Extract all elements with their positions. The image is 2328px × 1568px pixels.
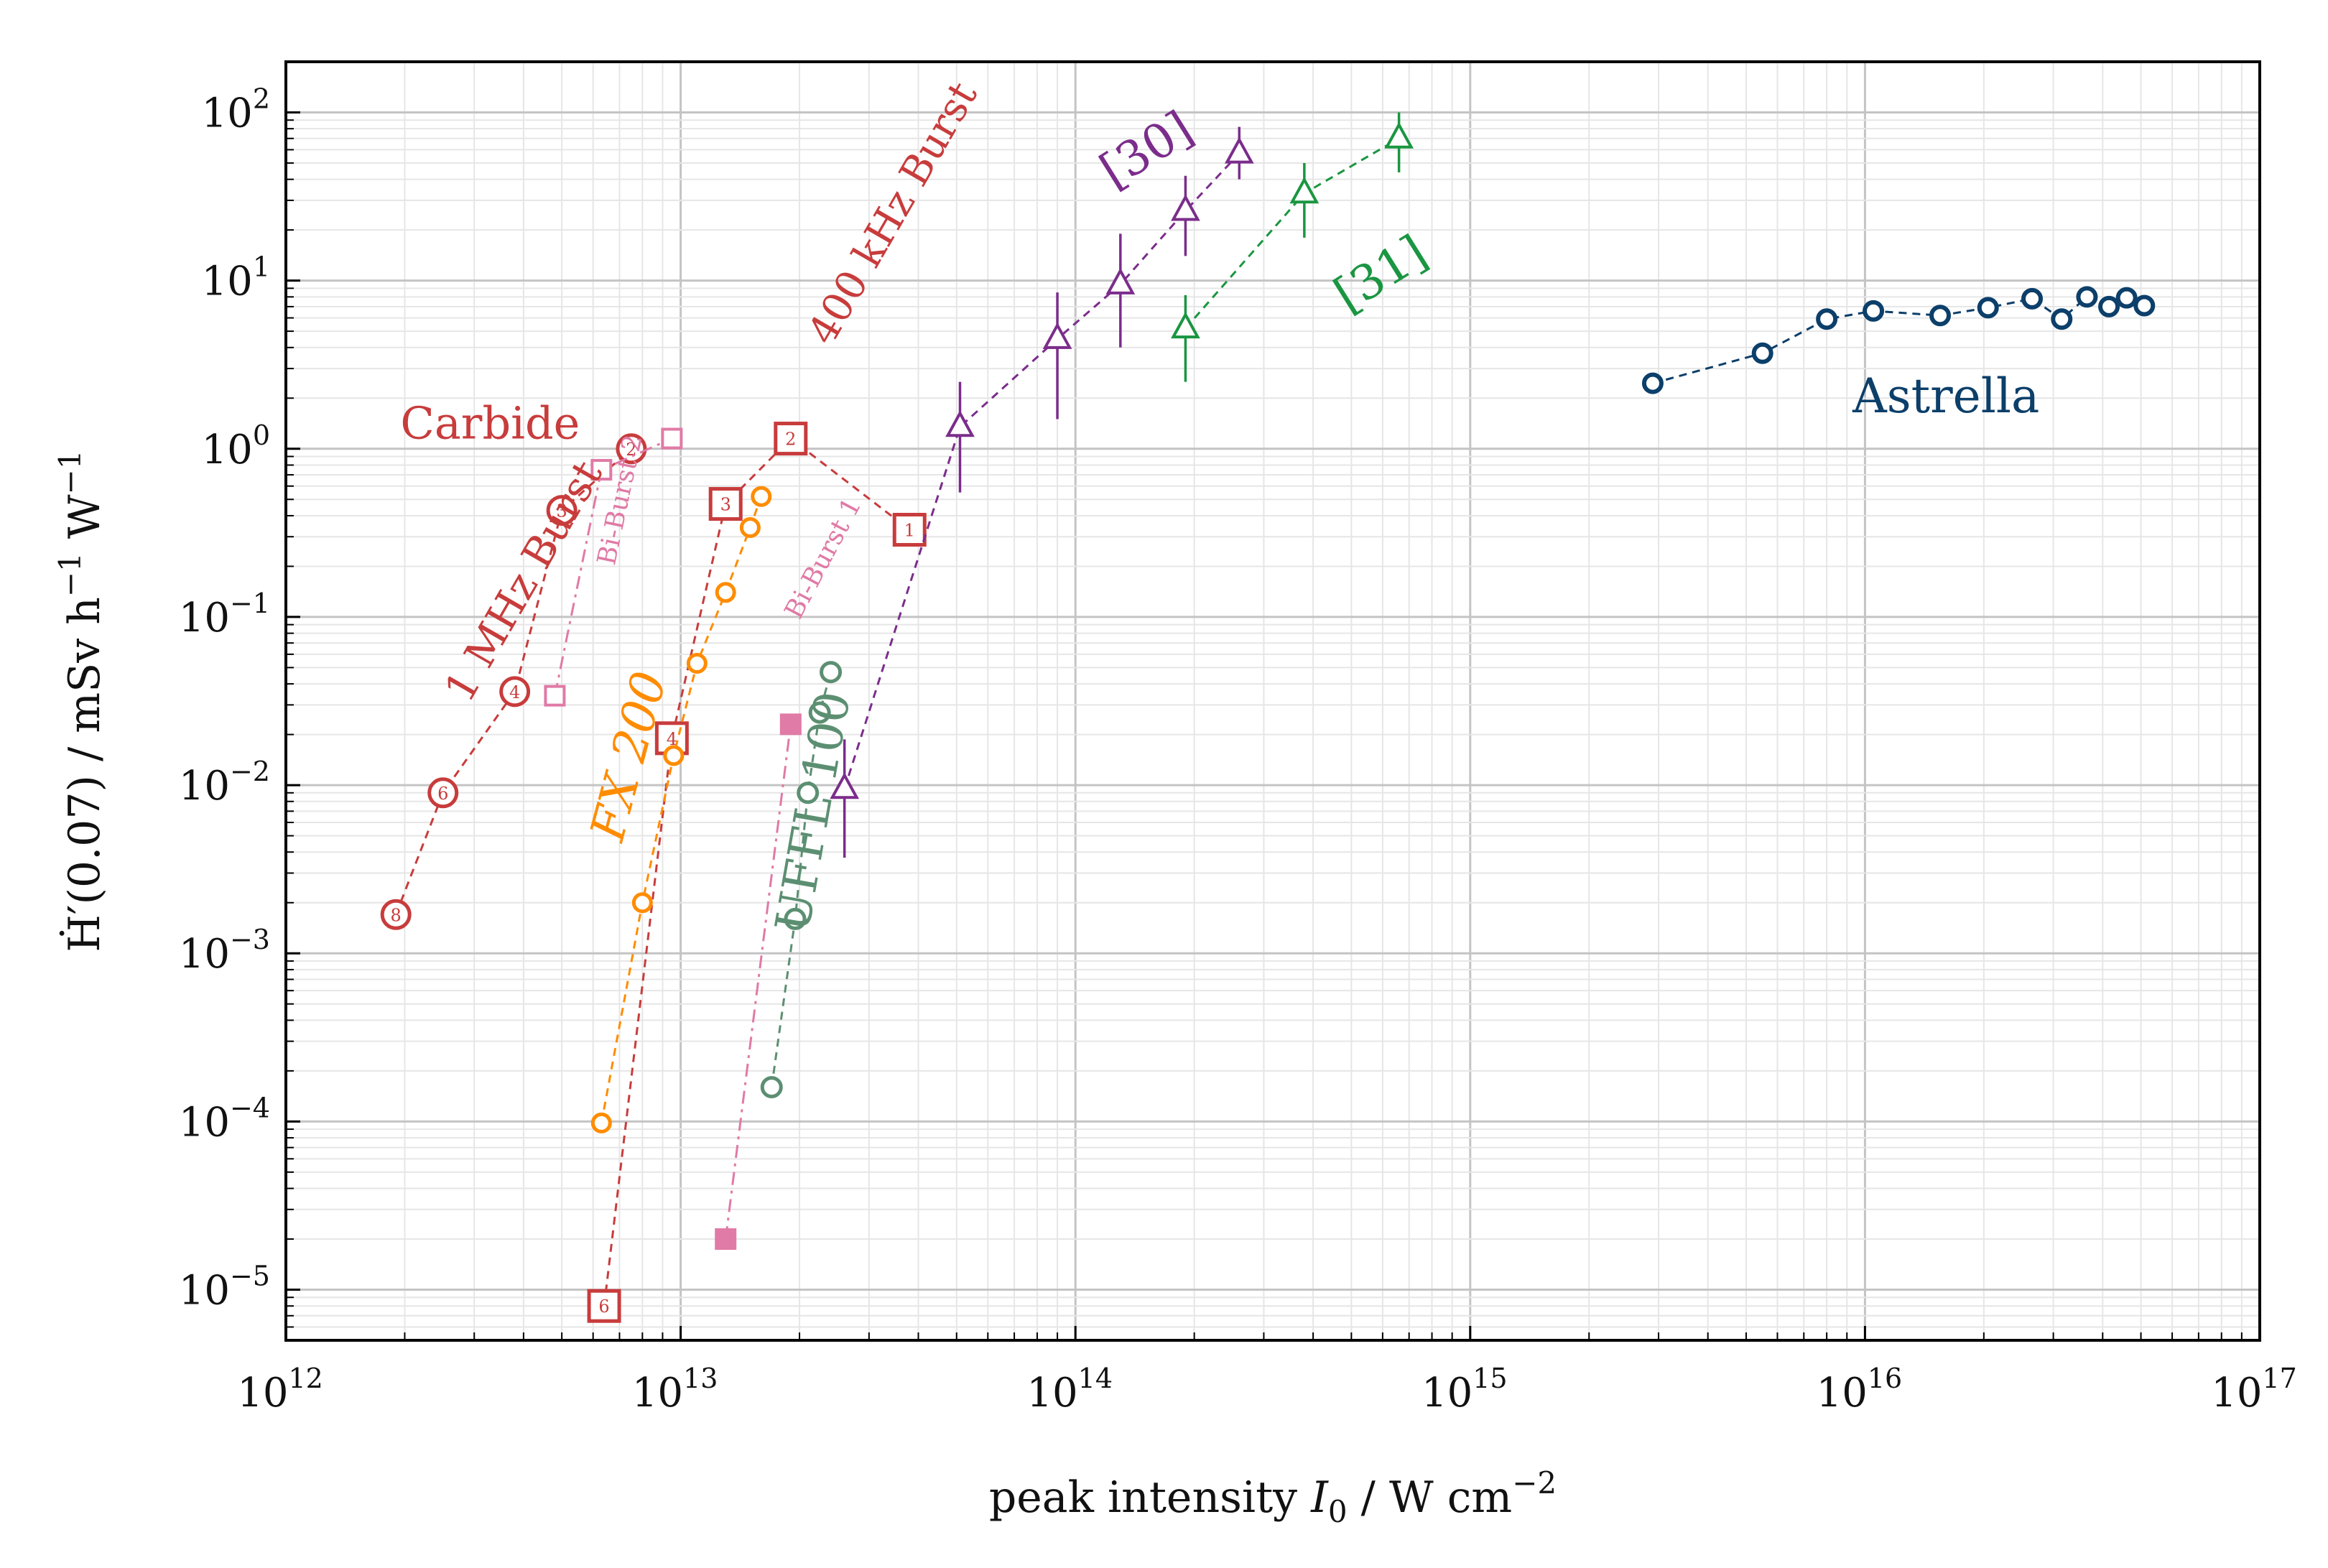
data-point [892, 513, 927, 547]
y-tick-label: 10−4 [179, 1092, 270, 1146]
data-point [1042, 322, 1072, 349]
point-label: 1 [904, 521, 915, 541]
data-point [1105, 267, 1136, 294]
annotation-astrella: Astrella [1852, 368, 2039, 424]
y-tick-label: 100 [202, 419, 270, 473]
data-point [380, 899, 412, 930]
x-axis-title: peak intensity I0 / W cm−2 [989, 1465, 1557, 1529]
point-label: 4 [667, 729, 677, 749]
grid-lines [284, 61, 2260, 1340]
series-bi-burst-2 [544, 427, 683, 707]
y-tick-label: 10−2 [179, 756, 270, 809]
x-tick-label: 1015 [1422, 1363, 1508, 1416]
axis-titles: peak intensity I0 / W cm−2 Ḣ′(0.07) / mSv… [52, 450, 1557, 1529]
series-line [724, 724, 792, 1240]
data-point [616, 433, 647, 465]
series-line [770, 672, 833, 1087]
series-400-khz-burst: 6 4 3 2 1 [587, 422, 927, 1323]
data-point [631, 892, 653, 914]
point-label: 6 [598, 1296, 609, 1317]
data-point [1816, 308, 1838, 330]
x-tick-label: 1012 [237, 1363, 323, 1416]
y-tick-label: 10−1 [179, 588, 270, 641]
data-point [1171, 311, 1200, 339]
data-point [774, 422, 808, 456]
x-tick-label: 1013 [632, 1363, 718, 1416]
series-fx-200 [590, 486, 772, 1133]
point-label: 3 [720, 495, 731, 515]
series-bi-burst-1 [715, 713, 802, 1251]
x-tick-label: 1016 [1817, 1363, 1903, 1416]
series-30 [830, 126, 1254, 858]
data-point [590, 1112, 612, 1133]
data-point [945, 410, 975, 437]
series-line [394, 447, 632, 915]
point-label: 6 [437, 784, 448, 804]
axis-ticks: 1012 1013 1014 1015 1016 101710−510−410−310−2… [179, 61, 2297, 1416]
data-point [820, 661, 843, 684]
data-point [830, 772, 860, 799]
annotation-carbide: Carbide [400, 397, 580, 450]
data-point [2051, 308, 2073, 330]
data-series: 8 6 4 3 26 4 3 2 1 [380, 112, 2156, 1323]
data-point [1289, 177, 1320, 204]
data-point [427, 777, 459, 809]
y-tick-label: 10−5 [179, 1261, 270, 1314]
data-point [708, 487, 743, 521]
data-point [808, 701, 831, 724]
data-point [1977, 297, 1999, 319]
data-point [784, 907, 807, 930]
data-point [1863, 300, 1885, 322]
series-line [843, 152, 1240, 789]
x-tick-label: 1014 [1026, 1363, 1113, 1416]
data-point [2098, 295, 2120, 317]
plot-frame [284, 60, 2261, 1342]
data-point [2076, 286, 2098, 308]
series-31 [1171, 112, 1414, 382]
point-label: 4 [509, 682, 520, 702]
data-point [797, 781, 820, 804]
series-line [1652, 295, 2145, 385]
data-point [546, 495, 578, 526]
data-point [587, 1289, 621, 1323]
y-axis-title: Ḣ′(0.07) / mSv h−1 W−1 [52, 450, 110, 952]
data-point [686, 652, 708, 674]
data-point [499, 676, 531, 708]
data-point [1224, 136, 1254, 164]
data-point [544, 685, 566, 707]
data-point [715, 582, 736, 603]
data-point [1171, 194, 1200, 221]
point-label: 3 [557, 501, 567, 521]
data-point [1751, 342, 1773, 364]
series-astrella [1641, 286, 2156, 394]
data-point [739, 516, 761, 538]
y-tick-label: 101 [202, 251, 270, 305]
point-label: 8 [391, 905, 402, 925]
data-point [715, 1228, 737, 1251]
data-point [1929, 305, 1952, 327]
y-tick-label: 10−3 [179, 924, 270, 978]
point-label: 2 [785, 430, 796, 450]
x-tick-label: 1017 [2211, 1363, 2297, 1416]
data-point [1384, 121, 1414, 149]
y-tick-label: 102 [202, 83, 270, 136]
series-uffl-100 [760, 661, 843, 1099]
data-point [663, 745, 685, 766]
data-point [1641, 372, 1664, 394]
data-point [2021, 287, 2044, 310]
data-point [760, 1076, 783, 1099]
data-point [779, 713, 802, 736]
data-point [661, 427, 683, 450]
data-point [2133, 294, 2156, 317]
data-point [751, 486, 772, 507]
data-point [2115, 287, 2138, 309]
data-point [590, 459, 613, 481]
